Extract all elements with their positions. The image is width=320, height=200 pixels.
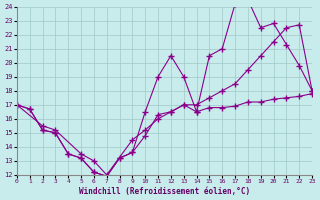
X-axis label: Windchill (Refroidissement éolien,°C): Windchill (Refroidissement éolien,°C)	[79, 187, 250, 196]
